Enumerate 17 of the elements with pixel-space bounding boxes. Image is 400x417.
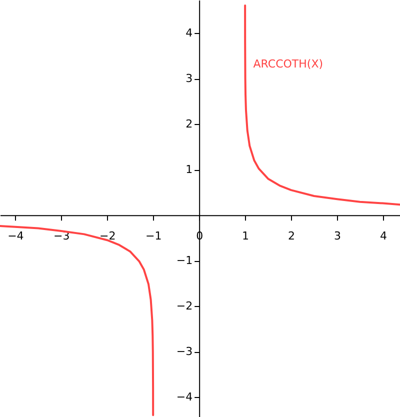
x-tick-label: 4 xyxy=(380,230,387,243)
x-tick-label: 1 xyxy=(242,230,250,243)
y-tick-label: −3 xyxy=(176,345,193,358)
y-tick-label: −1 xyxy=(176,254,193,268)
x-tick-label: −1 xyxy=(145,230,162,243)
y-tick-label: −2 xyxy=(176,300,193,313)
x-tick-label: 3 xyxy=(334,230,342,243)
y-tick-label: 2 xyxy=(186,118,193,131)
series-label: ARCCOTH(X) xyxy=(253,58,324,71)
line-series xyxy=(244,4,400,206)
y-tick-label: −4 xyxy=(176,390,193,404)
y-tick-label: 1 xyxy=(186,163,193,176)
y-tick-label: 3 xyxy=(186,72,193,86)
x-tick-label: −4 xyxy=(8,230,24,243)
y-tick-label: 4 xyxy=(186,26,193,40)
x-tick-label: −2 xyxy=(100,230,116,243)
x-tick-label: 2 xyxy=(288,230,296,243)
